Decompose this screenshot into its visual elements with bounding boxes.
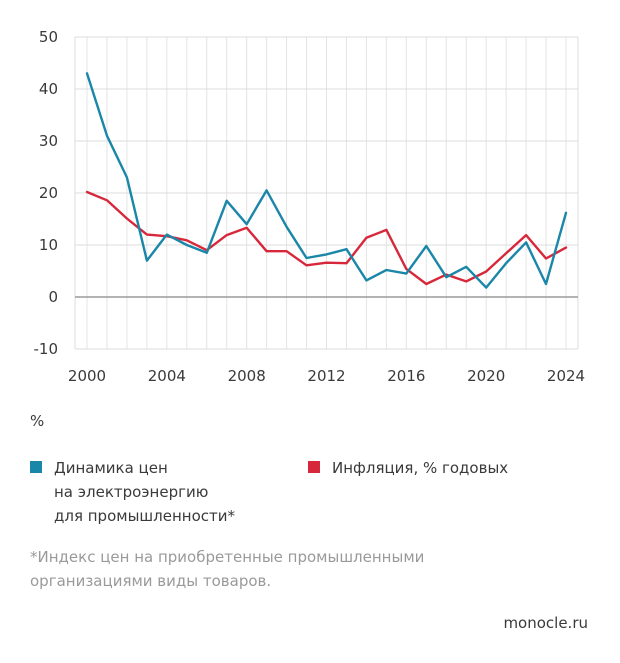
series-line-electricity	[85, 72, 568, 289]
y-tick-label: 10	[39, 236, 58, 254]
x-tick-label: 2004	[148, 367, 186, 385]
y-tick-label: 20	[39, 184, 58, 202]
x-tick-label: 2016	[387, 367, 425, 385]
x-tick-label: 2000	[68, 367, 106, 385]
x-tick-label: 2024	[547, 367, 585, 385]
legend-swatch-electricity	[30, 461, 42, 473]
grid	[74, 36, 579, 350]
x-tick-label: 2008	[228, 367, 266, 385]
legend-swatch-inflation	[308, 461, 320, 473]
legend-label-electricity: Динамика цен на электроэнергию для промы…	[54, 459, 235, 525]
x-tick-label: 2020	[467, 367, 505, 385]
y-tick-label: 0	[48, 288, 58, 306]
footnote: *Индекс цен на приобретенные промышленны…	[30, 548, 425, 590]
source-label: monocle.ru	[503, 614, 588, 632]
series-lines	[85, 72, 568, 289]
legend-label-inflation: Инфляция, % годовых	[332, 459, 509, 477]
y-unit-label: %	[30, 412, 45, 430]
x-tick-label: 2012	[307, 367, 345, 385]
y-tick-label: 30	[39, 132, 58, 150]
legend-item-inflation: Инфляция, % годовых	[308, 456, 508, 480]
y-tick-label: -10	[34, 340, 59, 358]
line-chart: 50 40 30 20 10 0 -10 2000 2004 2008 2012 2016 2020 20…	[34, 28, 586, 385]
legend-item-electricity: Динамика цен на электроэнергию для промы…	[30, 456, 235, 528]
axis-labels: 50 40 30 20 10 0 -10 2000 2004 2008 2012 2016 2020 20…	[34, 28, 586, 385]
y-tick-label: 40	[39, 80, 58, 98]
y-tick-label: 50	[39, 28, 58, 46]
